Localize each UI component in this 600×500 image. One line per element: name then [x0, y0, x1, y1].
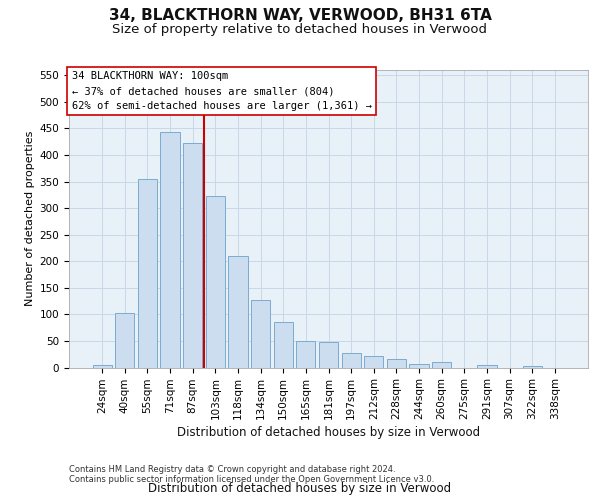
Text: Distribution of detached houses by size in Verwood: Distribution of detached houses by size … [148, 482, 452, 495]
Bar [115, 314, 134, 368]
Bar [138, 180, 157, 368]
Bar [229, 256, 248, 368]
Text: Size of property relative to detached houses in Verwood: Size of property relative to detached ho… [113, 22, 487, 36]
Bar [183, 144, 202, 368]
Text: 34 BLACKTHORN WAY: 100sqm
← 37% of detached houses are smaller (804)
62% of semi: 34 BLACKTHORN WAY: 100sqm ← 37% of detac… [71, 72, 371, 111]
Bar [92, 365, 112, 368]
Text: 34, BLACKTHORN WAY, VERWOOD, BH31 6TA: 34, BLACKTHORN WAY, VERWOOD, BH31 6TA [109, 8, 491, 22]
Bar [160, 132, 180, 368]
Text: Contains HM Land Registry data © Crown copyright and database right 2024.: Contains HM Land Registry data © Crown c… [69, 465, 395, 474]
Y-axis label: Number of detached properties: Number of detached properties [25, 131, 35, 306]
Bar [341, 353, 361, 368]
Bar [274, 322, 293, 368]
Bar [251, 300, 270, 368]
Bar [296, 342, 316, 367]
Text: Distribution of detached houses by size in Verwood: Distribution of detached houses by size … [177, 426, 480, 439]
Text: Contains public sector information licensed under the Open Government Licence v3: Contains public sector information licen… [69, 475, 434, 484]
Bar [387, 359, 406, 368]
Bar [206, 196, 225, 368]
Bar [409, 364, 428, 368]
Bar [319, 342, 338, 367]
Bar [364, 356, 383, 368]
Bar [432, 362, 451, 368]
Bar [523, 366, 542, 368]
Bar [477, 366, 497, 368]
